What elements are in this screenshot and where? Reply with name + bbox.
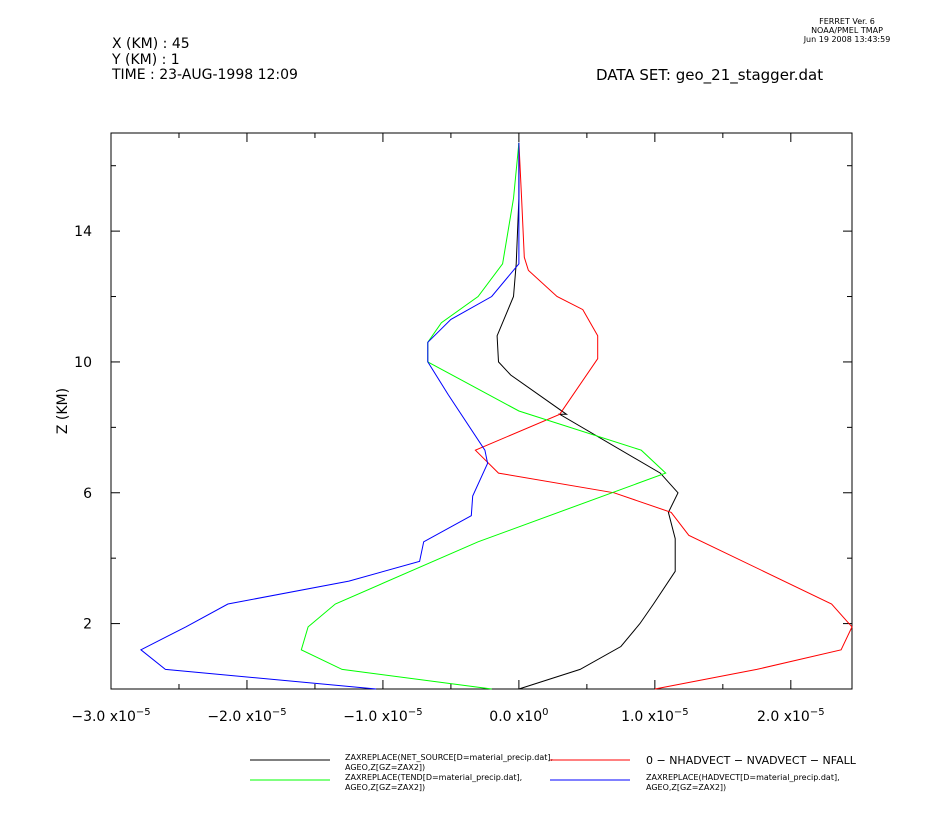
x-tick-label: −2.0 x10−5 bbox=[207, 707, 286, 725]
series-line-3 bbox=[300, 142, 667, 690]
x-tick-label: −1.0 x10−5 bbox=[343, 707, 422, 725]
x-tick-label: 2.0 x10−5 bbox=[757, 707, 825, 725]
legend-label-1: ZAXREPLACE(NET_SOURCE[D=material_precip.… bbox=[345, 753, 553, 772]
series-line-2 bbox=[474, 142, 853, 690]
header-dataset: DATA SET: geo_21_stagger.dat bbox=[596, 66, 824, 84]
ferret-stamp: FERRET Ver. 6 NOAA/PMEL TMAP Jun 19 2008… bbox=[792, 17, 902, 44]
axis-ticks bbox=[110, 133, 852, 689]
y-tick-label: 10 bbox=[74, 355, 92, 371]
y-tick-label: 6 bbox=[83, 486, 92, 502]
tick-labels: −3.0 x10−5 −2.0 x10−5 −1.0 x10−5 0.0 x100 1.… bbox=[71, 224, 824, 725]
header-time: TIME : 23-AUG-1998 12:09 bbox=[112, 67, 298, 83]
header-y-coordinate: Y (KM) : 1 bbox=[112, 52, 180, 68]
legend-label-4: ZAXREPLACE(HADVECT[D=material_precip.dat… bbox=[646, 773, 840, 792]
plot-frame bbox=[110, 132, 853, 690]
y-tick-label: 2 bbox=[83, 617, 92, 633]
ferret-version: FERRET Ver. 6 bbox=[819, 17, 875, 26]
x-tick-label: 0.0 x100 bbox=[489, 707, 548, 725]
ferret-organization: NOAA/PMEL TMAP bbox=[811, 26, 883, 35]
x-tick-label: 1.0 x10−5 bbox=[621, 707, 689, 725]
legend: ZAXREPLACE(NET_SOURCE[D=material_precip.… bbox=[250, 753, 857, 792]
x-tick-label: −3.0 x10−5 bbox=[71, 707, 150, 725]
series-line-1 bbox=[496, 142, 679, 690]
series-line-4 bbox=[139, 142, 520, 690]
y-axis-label: Z (KM) bbox=[55, 388, 71, 434]
legend-label-3: ZAXREPLACE(TEND[D=material_precip.dat], A… bbox=[345, 773, 522, 792]
legend-label-2: 0 − NHADVECT − NVADVECT − NFALL bbox=[646, 754, 857, 767]
ferret-timestamp: Jun 19 2008 13:43:59 bbox=[803, 35, 891, 44]
y-tick-label: 14 bbox=[74, 224, 92, 240]
chart-series bbox=[139, 142, 853, 690]
header-x-coordinate: X (KM) : 45 bbox=[112, 36, 190, 52]
